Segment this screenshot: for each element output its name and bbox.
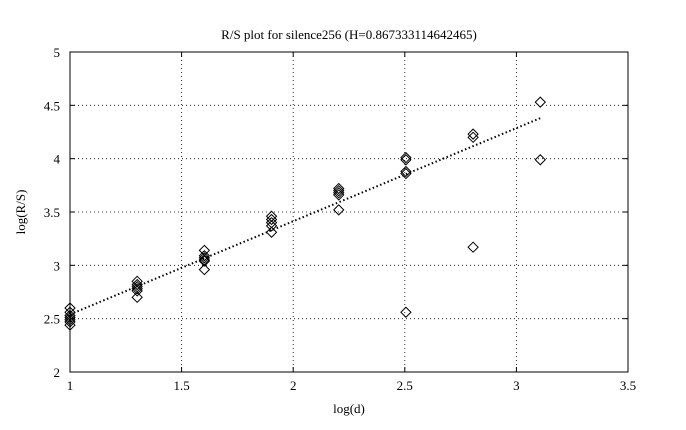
y-axis-label: log(R/S) [13, 190, 28, 235]
x-tick-label: 3 [513, 378, 520, 393]
data-point-marker [400, 306, 412, 318]
data-point-marker [400, 154, 412, 166]
data-point-marker [198, 252, 211, 264]
data-point-marker [333, 184, 345, 197]
data-point-marker [265, 213, 278, 226]
tick-labels: 1 1.5 2 2.5 3 3.5 2 2.5 3 3.5 4 4.5 5 [44, 45, 636, 393]
grid-lines [70, 52, 628, 372]
data-point-marker [265, 220, 278, 232]
chart-title: R/S plot for silence256 (H=0.86733311464… [221, 27, 477, 42]
data-point-marker [333, 187, 345, 199]
data-point-marker [467, 128, 479, 140]
data-point-marker [265, 226, 278, 238]
x-tick-label: 1.5 [173, 378, 189, 393]
plot-frame [69, 51, 629, 373]
data-point-marker [333, 182, 345, 195]
data-point-marker [64, 314, 76, 326]
data-point-marker [131, 285, 143, 297]
x-tick-label: 2 [290, 378, 297, 393]
data-point-marker [198, 263, 211, 276]
data-point-marker [64, 311, 76, 324]
data-point-marker [333, 204, 345, 216]
data-point-marker [534, 154, 546, 166]
y-tick-label: 5 [54, 45, 61, 60]
data-point-marker [400, 167, 412, 180]
y-tick-label: 3.5 [44, 205, 60, 220]
data-point-marker [400, 165, 412, 178]
data-point-marker [333, 189, 345, 201]
x-tick-label: 1 [67, 378, 74, 393]
y-tick-label: 2 [54, 365, 61, 380]
y-tick-label: 3 [54, 258, 61, 273]
data-point-marker [131, 291, 143, 304]
x-tick-label: 2.5 [397, 378, 413, 393]
data-points [64, 96, 546, 331]
fit-line [69, 117, 541, 316]
data-point-marker [64, 319, 76, 331]
data-point-marker [467, 131, 479, 144]
y-tick-label: 2.5 [44, 312, 60, 327]
data-point-marker [467, 241, 479, 253]
data-point-marker [198, 250, 211, 262]
data-point-marker [64, 316, 76, 328]
data-point-marker [534, 96, 546, 108]
x-tick-label: 3.5 [620, 378, 636, 393]
fit-line-group [69, 117, 541, 316]
y-tick-label: 4.5 [44, 98, 60, 113]
data-point-marker [131, 278, 143, 291]
data-point-marker [198, 255, 211, 267]
data-point-marker [400, 151, 412, 164]
data-point-marker [131, 283, 143, 295]
plot-area [70, 52, 628, 372]
y-tick-label: 4 [54, 152, 61, 167]
x-axis-label: log(d) [333, 401, 365, 416]
